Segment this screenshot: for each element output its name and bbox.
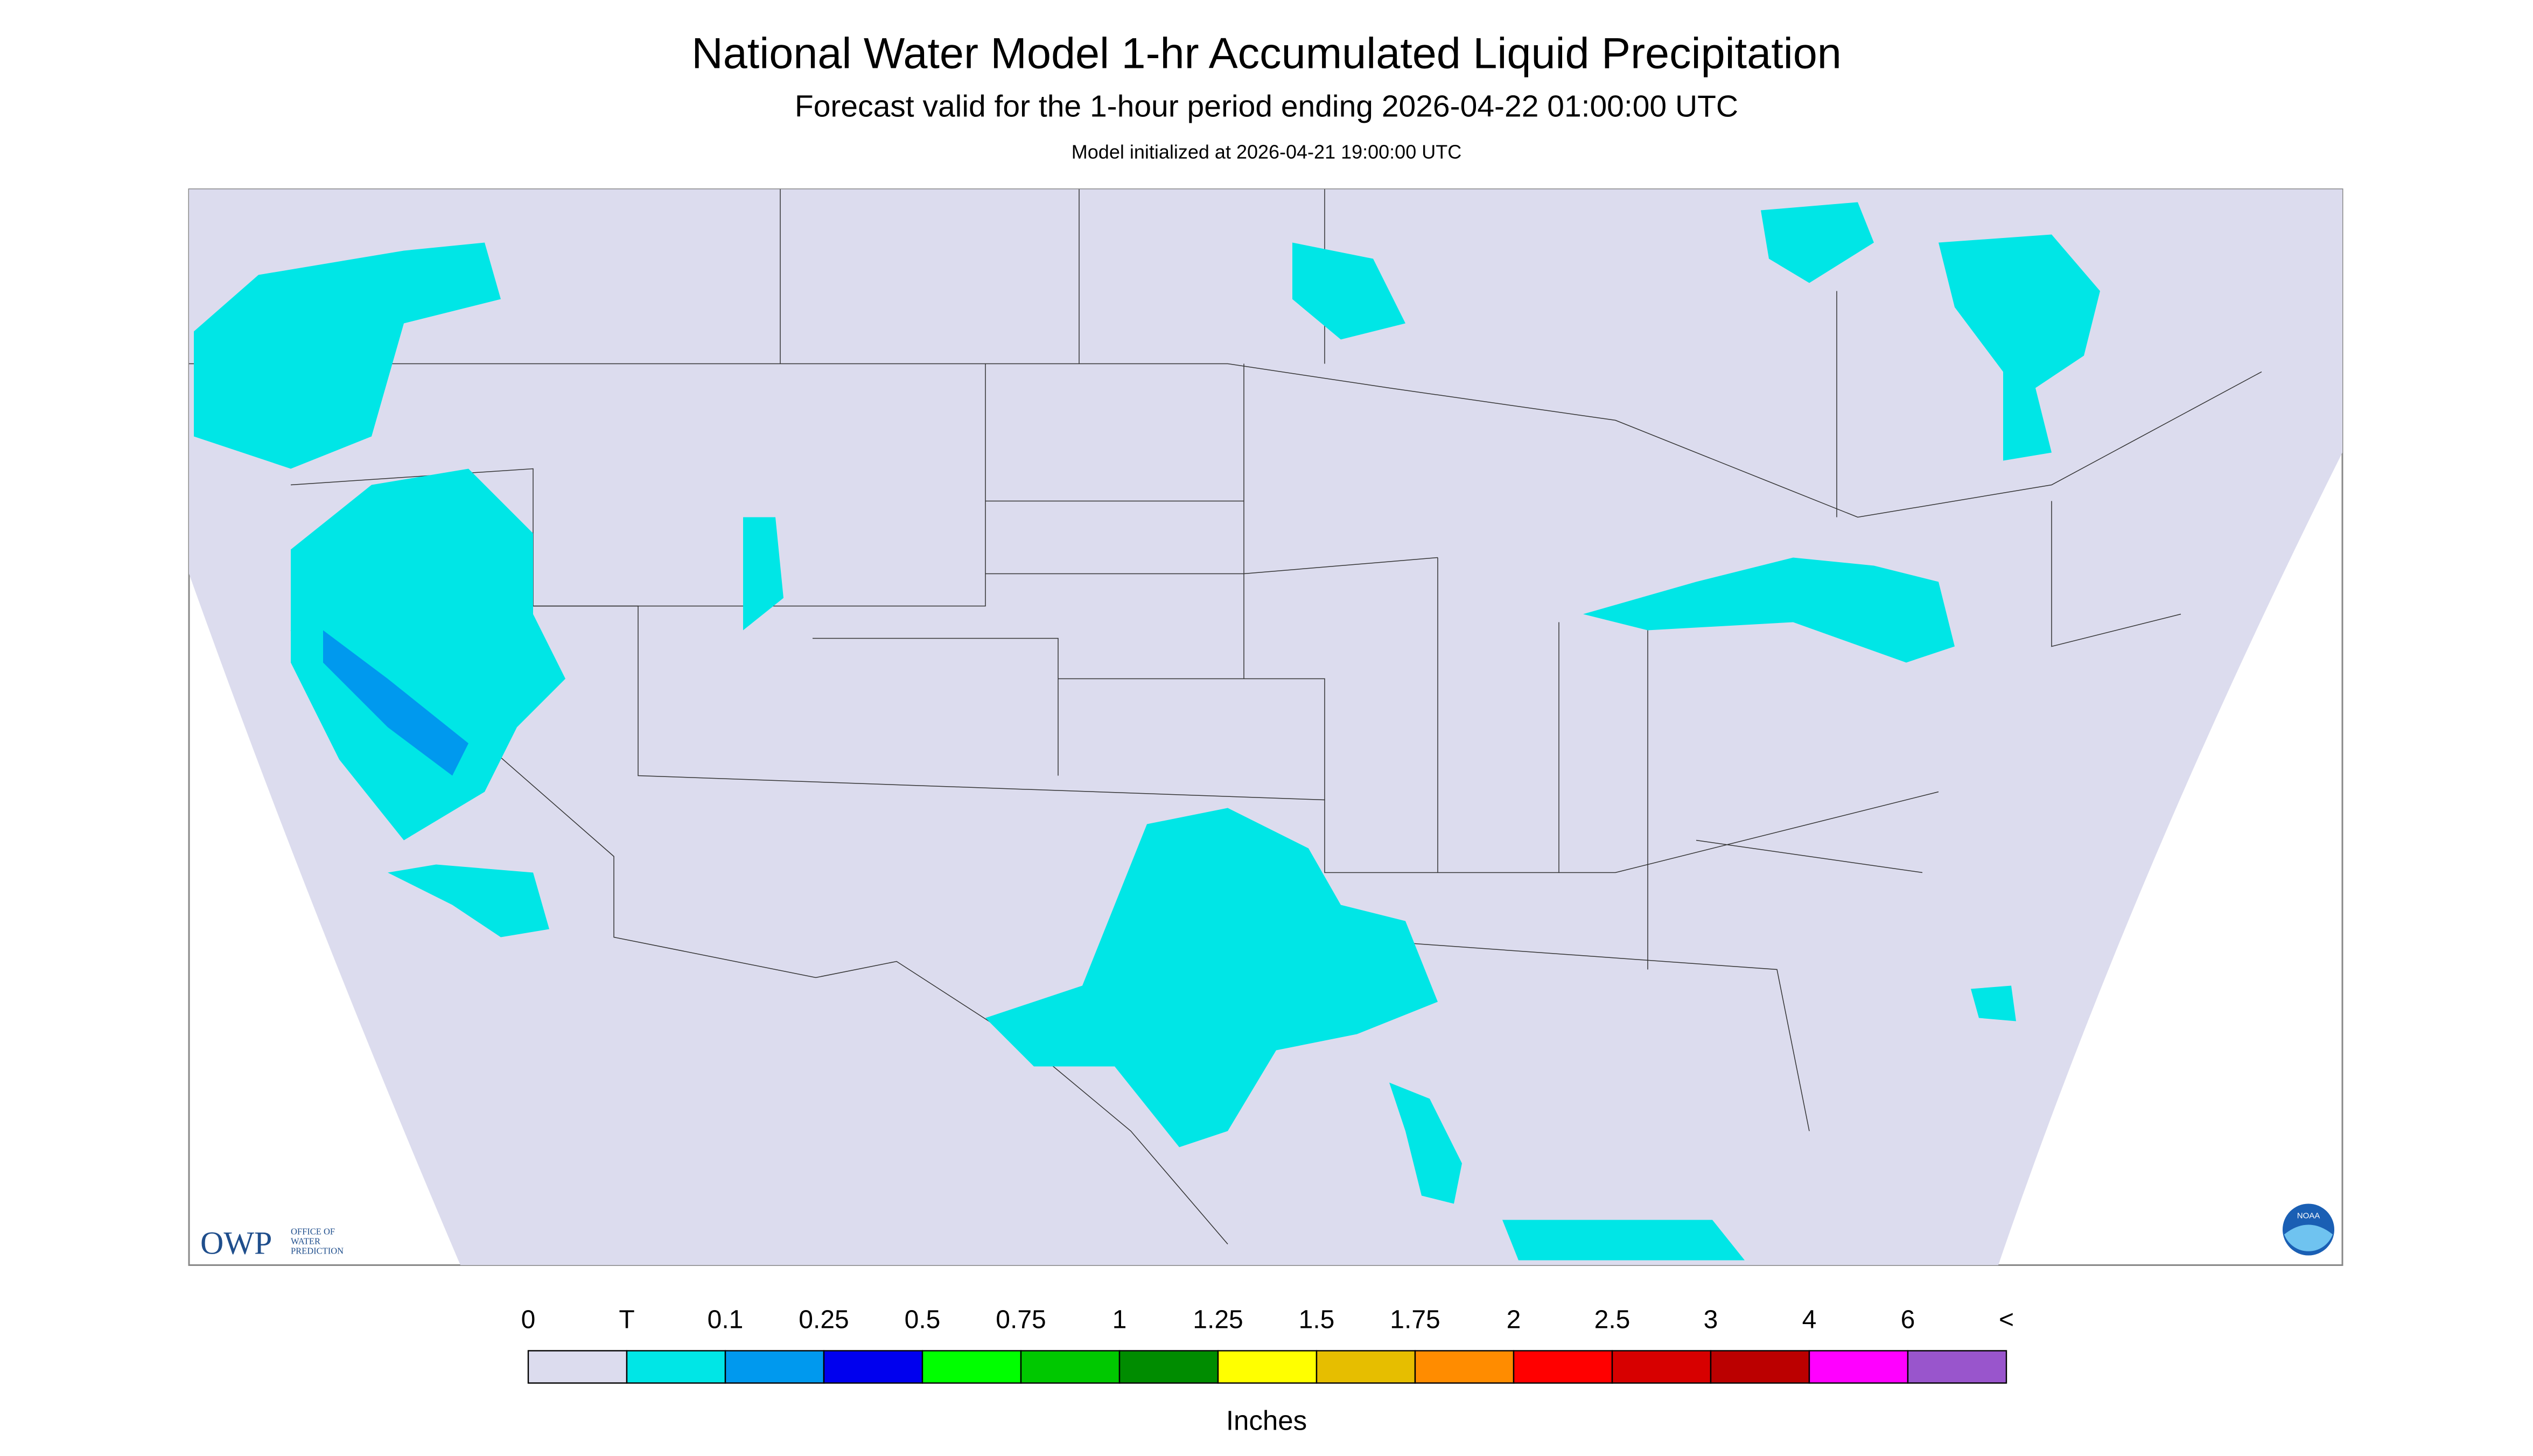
legend-label: 3 <box>1704 1306 1718 1334</box>
legend-label: 4 <box>1802 1306 1817 1334</box>
legend-swatch <box>1316 1350 1416 1384</box>
precip-areas <box>194 202 2100 1261</box>
legend-swatch <box>1118 1350 1219 1384</box>
owp-line: PREDICTION <box>291 1246 344 1256</box>
legend-swatch <box>1513 1350 1613 1384</box>
legend-label: T <box>619 1306 634 1334</box>
legend-swatch <box>921 1350 1022 1384</box>
legend-label: 0.1 <box>708 1306 744 1334</box>
legend-swatch <box>1907 1350 2007 1384</box>
legend: 0 T 0.1 0.25 0.5 0.75 1 1.25 1.5 1.75 2 2.5 3 4 6 < <box>521 1306 2014 1384</box>
legend-label: < <box>1999 1306 2014 1334</box>
legend-label: 2 <box>1507 1306 1521 1334</box>
legend-label: 2.5 <box>1594 1306 1631 1334</box>
legend-label: 6 <box>1901 1306 1915 1334</box>
legend-swatch <box>724 1350 825 1384</box>
legend-swatch <box>1217 1350 1318 1384</box>
owp-logo: OWP <box>200 1226 272 1261</box>
noaa-text: NOAA <box>2297 1212 2320 1221</box>
legend-swatch <box>527 1350 628 1384</box>
legend-label: 1 <box>1112 1306 1127 1334</box>
legend-unit: Inches <box>1226 1405 1307 1436</box>
legend-label: 1.5 <box>1299 1306 1335 1334</box>
subtitle: Forecast valid for the 1-hour period end… <box>795 89 1738 124</box>
legend-label: 1.75 <box>1390 1306 1440 1334</box>
map-domain <box>189 189 2342 1265</box>
owp-line: WATER <box>291 1236 320 1247</box>
legend-swatch <box>1414 1350 1515 1384</box>
legend-label: 0.5 <box>905 1306 941 1334</box>
legend-label: 0 <box>521 1306 536 1334</box>
init-time: Model initialized at 2026-04-21 19:00:00… <box>1072 141 1461 163</box>
legend-label: 0.75 <box>996 1306 1046 1334</box>
legend-label: 1.25 <box>1193 1306 1243 1334</box>
legend-swatch <box>1808 1350 1909 1384</box>
title: National Water Model 1-hr Accumulated Li… <box>691 30 1842 78</box>
legend-swatch <box>1710 1350 1810 1384</box>
legend-swatch <box>1611 1350 1712 1384</box>
boundaries <box>189 189 2262 1244</box>
legend-label: 0.25 <box>799 1306 849 1334</box>
legend-swatch <box>1020 1350 1121 1384</box>
legend-swatch <box>626 1350 726 1384</box>
owp-line: OFFICE OF <box>291 1227 335 1237</box>
legend-swatch <box>823 1350 923 1384</box>
